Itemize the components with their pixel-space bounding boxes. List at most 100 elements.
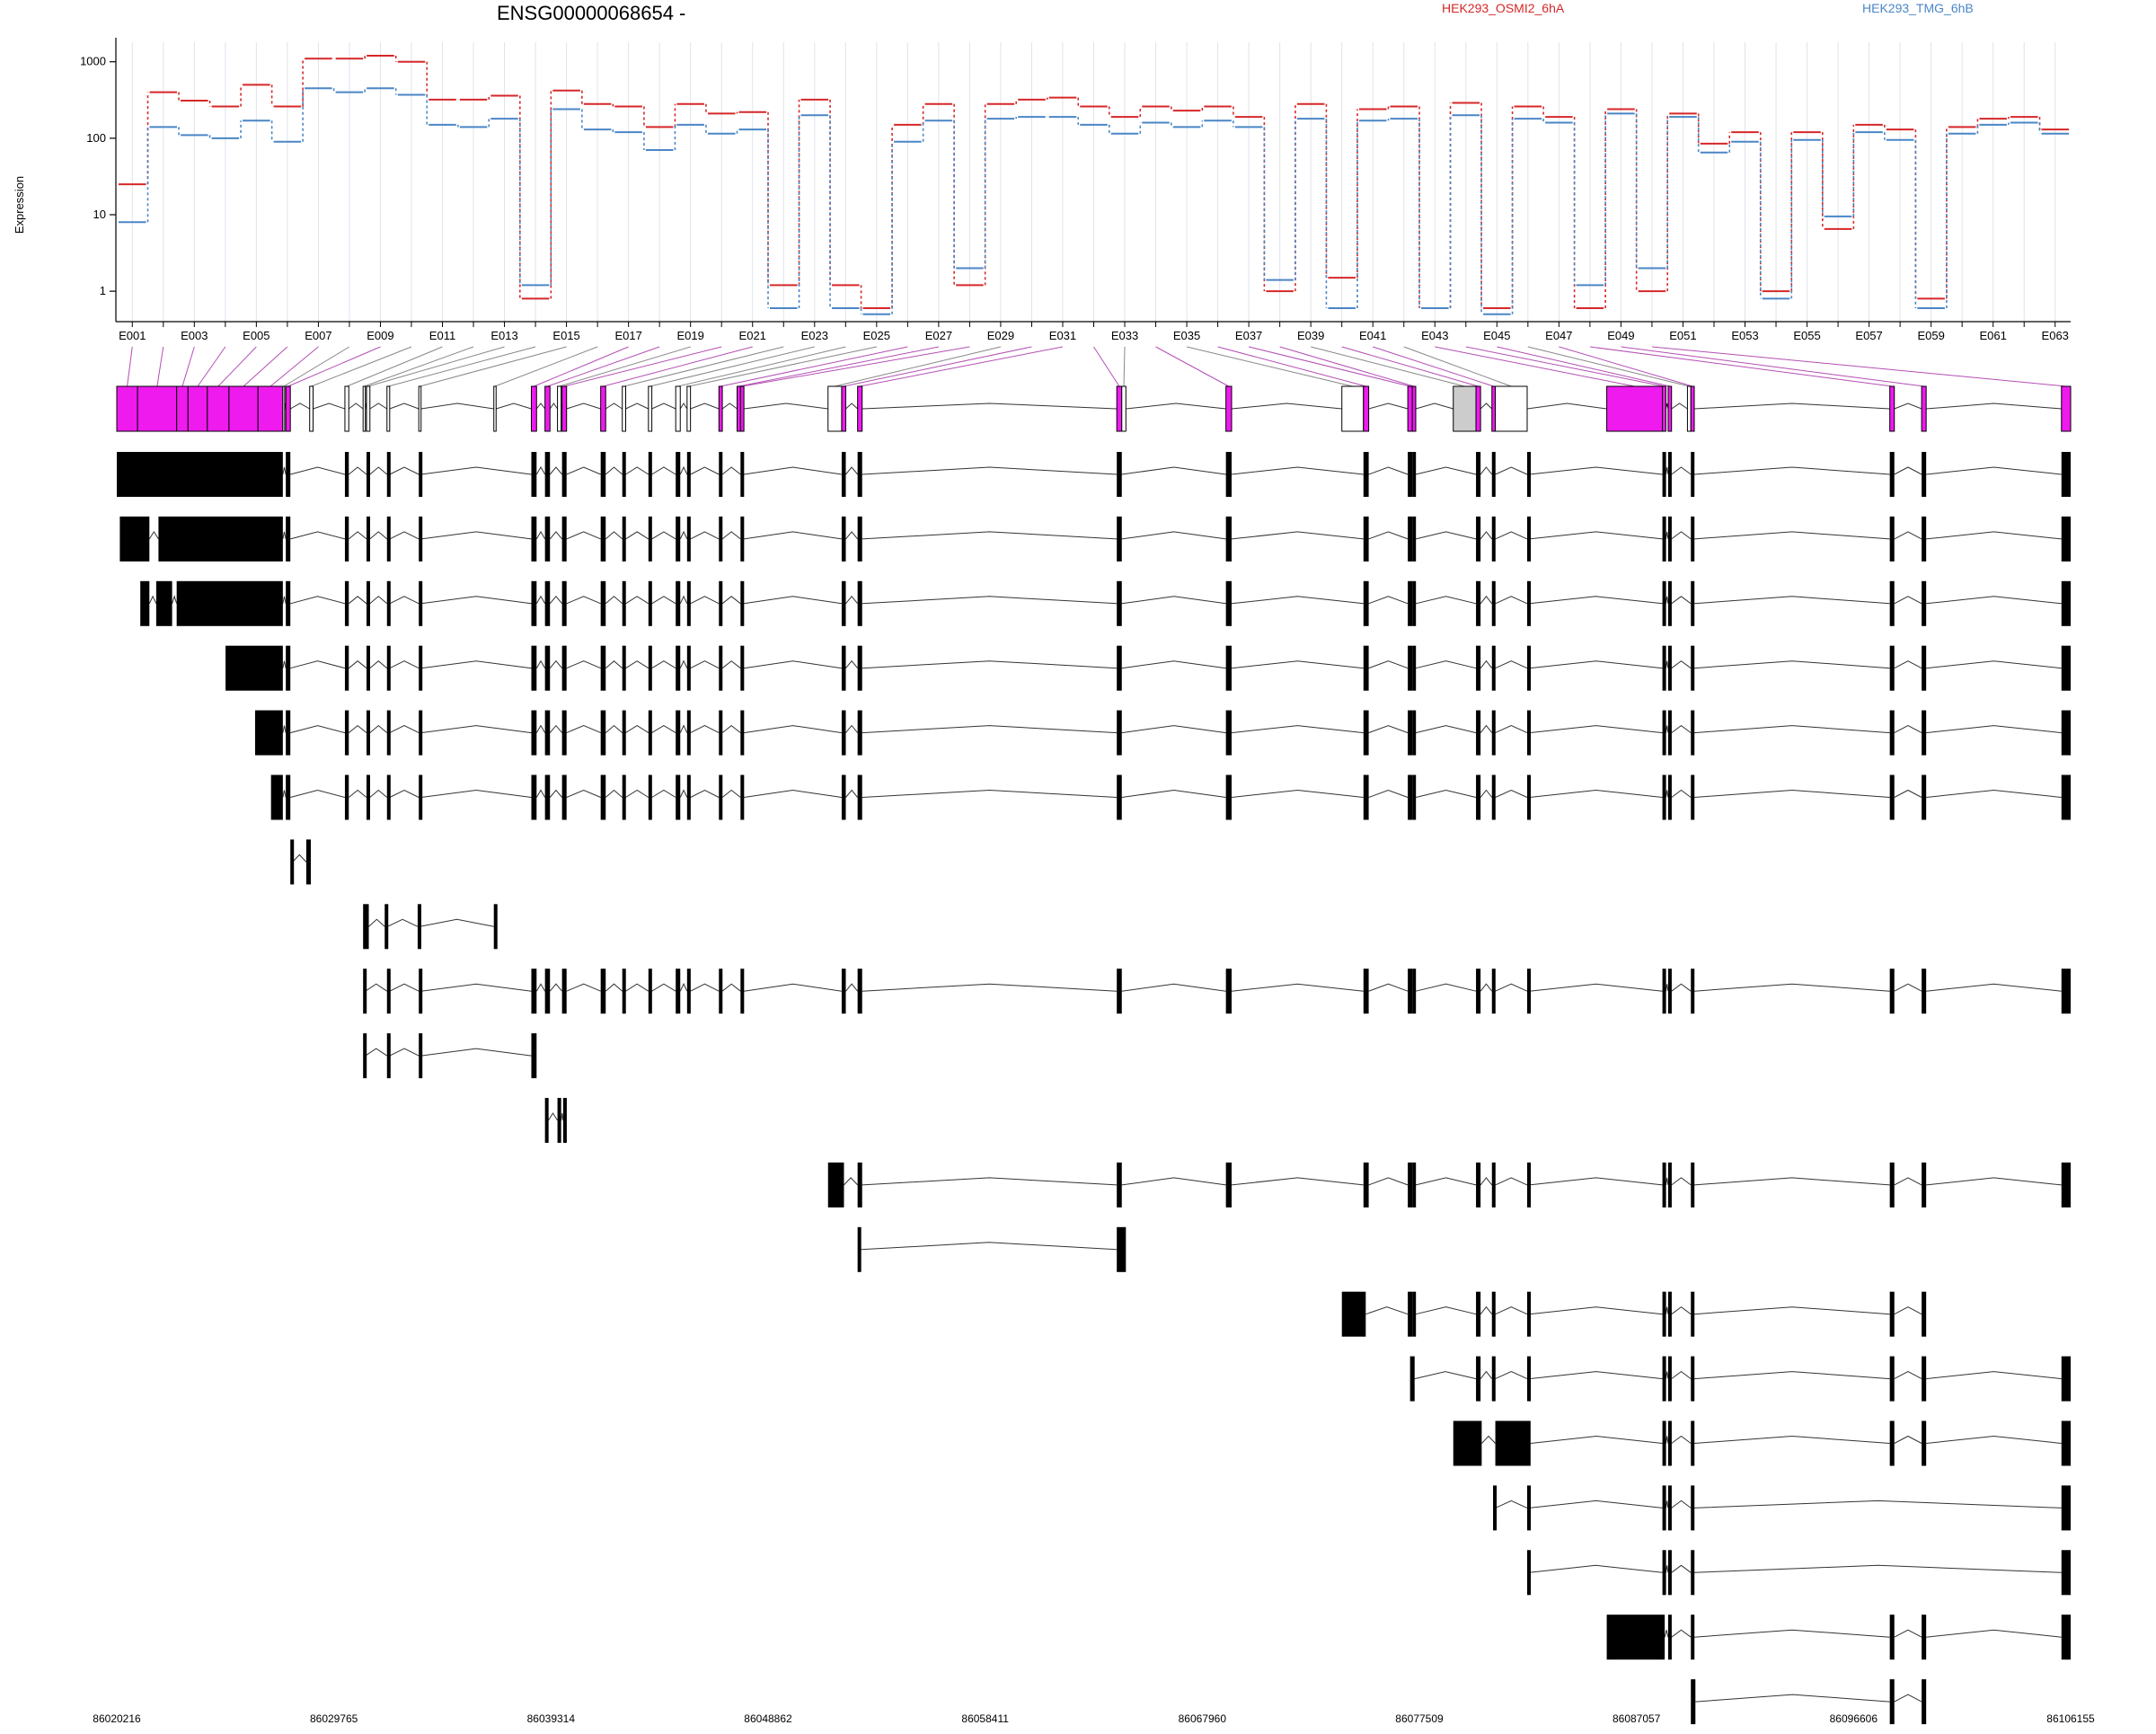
transcript-intron: [549, 789, 563, 798]
exon-link-line: [217, 346, 257, 387]
transcript-intron: [389, 596, 420, 605]
x-tick-label: E059: [1917, 329, 1944, 342]
transcript-exon: [1889, 1679, 1895, 1725]
transcript-exon: [1526, 969, 1531, 1014]
transcript-intron: [1894, 531, 1922, 540]
transcript-intron: [1495, 531, 1528, 540]
transcript-intron: [290, 466, 346, 475]
genomic-tick-label: 86067960: [1179, 1712, 1227, 1725]
exon-box: [493, 385, 497, 432]
transcript-intron: [1529, 789, 1663, 798]
transcript-exon: [1476, 645, 1481, 691]
transcript-exon: [561, 645, 567, 691]
x-tick-label: E001: [119, 329, 146, 342]
transcript-intron: [721, 789, 741, 798]
transcript-intron: [1926, 1177, 2062, 1186]
x-tick-label: E061: [1980, 329, 2007, 342]
exon-link-line: [603, 346, 753, 387]
transcript-intron: [369, 531, 388, 540]
transcript-exon: [1889, 1162, 1895, 1208]
transcript-exon: [686, 645, 691, 691]
transcript-exon: [622, 710, 626, 756]
transcript-exon: [1408, 1291, 1413, 1337]
transcript-intron: [535, 530, 546, 540]
transcript-exon: [363, 904, 369, 950]
exon-link-line: [720, 346, 908, 387]
transcript-intron: [690, 466, 720, 475]
transcript-intron: [1495, 660, 1528, 669]
transcript-exon: [1412, 645, 1417, 691]
transcript-intron: [365, 983, 388, 992]
exon-link-line: [844, 346, 1032, 387]
exon-link-line: [270, 346, 319, 387]
transcript-intron: [561, 1112, 564, 1121]
transcript-intron: [679, 465, 688, 475]
x-tick-label: E013: [490, 329, 517, 342]
exon-box: [857, 385, 863, 432]
transcript-intron: [1894, 466, 1922, 475]
transcript-intron: [1671, 724, 1692, 734]
intron-line: [1415, 403, 1454, 410]
exon-box: [116, 385, 138, 432]
transcript-exon: [2061, 1356, 2071, 1402]
transcript-intron: [1926, 1629, 2062, 1638]
transcript-intron: [1415, 660, 1477, 669]
transcript-exon: [1476, 1291, 1481, 1337]
transcript-intron: [625, 466, 649, 475]
intron-line: [1126, 403, 1226, 410]
transcript-intron: [1480, 1370, 1493, 1379]
transcript-exon: [1526, 516, 1531, 562]
transcript-intron: [679, 983, 688, 992]
x-tick-label: E063: [2042, 329, 2069, 342]
transcript-exon: [648, 969, 652, 1014]
transcript-exon: [1922, 1679, 1927, 1725]
exon-box: [841, 385, 846, 432]
transcript-intron: [1894, 725, 1922, 734]
transcript-intron: [1665, 1436, 1669, 1444]
y-tick-label: 100: [86, 131, 106, 145]
exon-link-line: [677, 346, 846, 387]
transcript-exon: [344, 516, 349, 562]
transcript-exon: [1408, 645, 1413, 691]
exon-link-line: [1497, 346, 1670, 387]
transcript-exon: [600, 774, 606, 820]
transcript-intron: [1926, 725, 2062, 734]
transcript-intron: [535, 983, 546, 992]
transcript-intron: [690, 983, 720, 992]
x-tick-label: E057: [1855, 329, 1882, 342]
transcript-1: [117, 452, 2071, 497]
transcript-exon: [544, 969, 551, 1014]
transcript-intron: [605, 466, 623, 475]
transcript-exon: [1667, 1420, 1672, 1466]
transcript-exon: [1476, 774, 1481, 820]
transcript-exon: [740, 645, 745, 691]
transcript-7: [290, 839, 311, 885]
transcript-13: [857, 1226, 1127, 1272]
intron-line: [1693, 403, 1890, 410]
transcript-intron: [566, 983, 601, 992]
transcript-intron: [549, 466, 563, 475]
transcript-exon: [1412, 1291, 1417, 1337]
transcript-exon: [2061, 969, 2071, 1014]
transcript-intron: [566, 466, 601, 475]
transcript-intron: [1480, 531, 1493, 540]
exon-box: [1407, 385, 1413, 432]
transcript-exon: [1889, 645, 1895, 691]
transcript-intron: [1365, 1306, 1409, 1315]
transcript-exon: [531, 1033, 537, 1079]
transcript-exon: [622, 774, 626, 820]
exon-link-line: [835, 346, 1002, 387]
transcript-exon: [419, 774, 423, 820]
exon-link-line: [688, 346, 877, 387]
transcript-exon: [386, 645, 391, 691]
transcript-exon: [1412, 774, 1417, 820]
transcript-exon: [600, 516, 606, 562]
transcript-exon: [2061, 516, 2071, 562]
transcript-intron: [1695, 1694, 1890, 1703]
transcript-exon: [1363, 580, 1369, 626]
transcript-exon: [1889, 516, 1895, 562]
transcript-exon: [1412, 1162, 1417, 1208]
exon-box: [366, 385, 371, 432]
transcript-intron: [1665, 660, 1669, 668]
transcript-intron: [389, 725, 420, 734]
